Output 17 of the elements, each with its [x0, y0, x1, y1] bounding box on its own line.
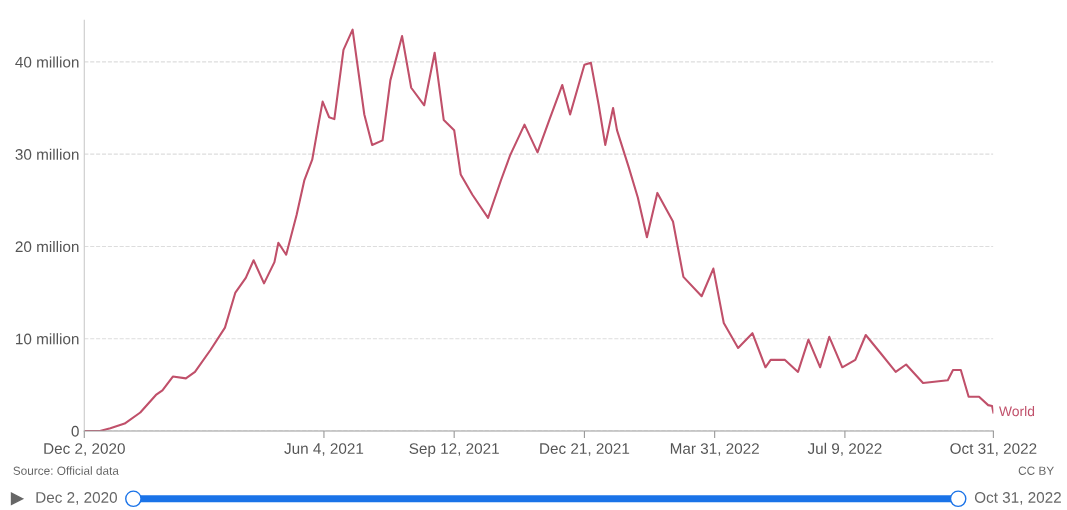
text: Dec 2, 2020 [36, 492, 117, 505]
x-tick-label: Dec 21, 2021 [540, 443, 630, 456]
series-label: World [998, 406, 1035, 417]
text: CC BY [1018, 466, 1054, 475]
x-tick-label: Jul 9, 2022 [807, 442, 882, 456]
y-tick-label: 0 [71, 425, 79, 437]
y-tick-label: 30 million [15, 148, 79, 160]
x-tick-label: Jun 4, 2021 [284, 443, 364, 456]
source-note: Source: Official data [13, 466, 119, 475]
x-tick-label: Oct 31, 2022 [950, 443, 1037, 456]
text: Oct 31, 2022 [974, 492, 1061, 505]
x-tick-label: Sep 12, 2021 [409, 443, 499, 457]
x-tick-label: Dec 2, 2020 [44, 443, 125, 456]
y-tick-label: 10 million [16, 333, 79, 345]
x-tick-label: Mar 31, 2022 [670, 443, 759, 456]
y-tick-label: 20 million [15, 240, 79, 253]
y-tick-label: 40 million [15, 56, 79, 68]
